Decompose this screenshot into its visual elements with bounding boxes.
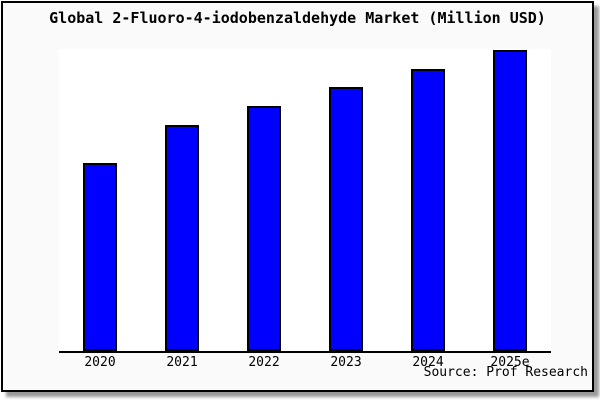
x-axis-label-2024: 2024: [412, 355, 444, 370]
plot-area: [59, 49, 551, 353]
x-axis-label-2023: 2023: [330, 355, 362, 370]
bar-slot-2020: [59, 49, 141, 351]
bar-slot-2025e: [469, 49, 551, 351]
bar-2023: [329, 87, 363, 351]
bar-2020: [83, 163, 117, 351]
x-axis-label-2020: 2020: [84, 355, 116, 370]
bar-slot-2021: [141, 49, 223, 351]
x-axis-labels: 2020 2021 2022 2023 2024 2025e: [59, 355, 551, 370]
bar-slot-2024: [387, 49, 469, 351]
bar-2022: [247, 106, 281, 351]
x-axis-label-2021: 2021: [166, 355, 198, 370]
bars-container: [59, 49, 551, 351]
source-credit: Source: Prof Research: [423, 365, 588, 380]
bar-2024: [411, 69, 445, 351]
x-axis-label-2025e: 2025e: [490, 355, 530, 370]
x-axis-label-2022: 2022: [248, 355, 280, 370]
chart-figure: Global 2-Fluoro-4-iodobenzaldehyde Marke…: [1, 1, 594, 392]
bar-slot-2023: [305, 49, 387, 351]
bar-slot-2022: [223, 49, 305, 351]
chart-title: Global 2-Fluoro-4-iodobenzaldehyde Marke…: [49, 9, 546, 27]
bar-2021: [165, 125, 199, 351]
bar-2025e: [493, 50, 527, 351]
